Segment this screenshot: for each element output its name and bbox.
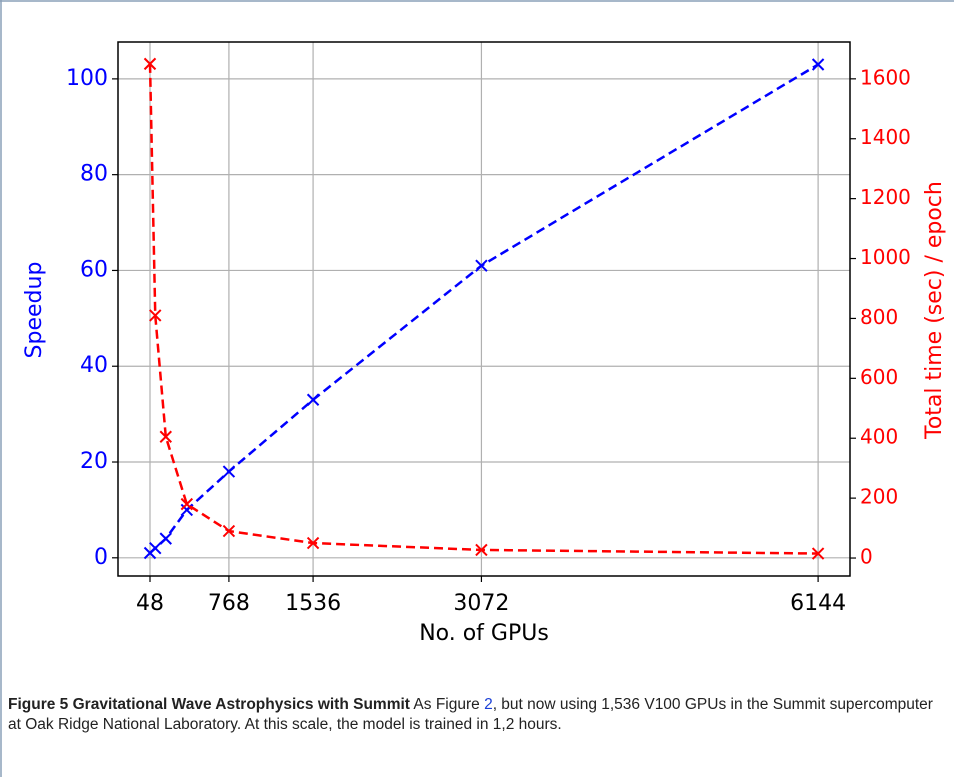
x-tick-label: 6144: [790, 591, 846, 616]
y2-tick-label: 0: [860, 545, 873, 569]
y-tick-label: 40: [80, 353, 108, 378]
y2-tick-label: 1600: [860, 65, 911, 89]
data-point: [149, 542, 162, 555]
data-point: [475, 543, 488, 557]
y2-axis-label: Total time (sec) / epoch: [922, 181, 947, 440]
data-point: [475, 259, 488, 272]
caption-text: As Figure: [413, 696, 485, 713]
caption-title: Gravitational Wave Astrophysics with Sum…: [72, 696, 410, 713]
y-tick-label: 60: [80, 257, 108, 282]
x-tick-label: 768: [208, 591, 250, 616]
y-tick-label: 0: [94, 545, 108, 570]
figure-caption: Figure 5 Gravitational Wave Astrophysics…: [8, 695, 944, 735]
data-point: [222, 465, 236, 478]
y-tick-label: 100: [66, 66, 108, 91]
caption-label: Figure 5: [8, 696, 69, 713]
series-line: [149, 63, 819, 554]
caption-text: , but now using 1,536 V100 GPUs in the S…: [8, 696, 933, 733]
y2-tick-label: 1200: [860, 185, 911, 209]
figure-ref[interactable]: 2: [484, 696, 493, 713]
y2-tick-label: 400: [860, 425, 898, 449]
data-point: [159, 532, 172, 545]
y-tick-label: 20: [80, 449, 108, 474]
data-point: [222, 524, 236, 538]
y-tick-label: 80: [80, 162, 108, 187]
y2-tick-label: 1000: [860, 245, 911, 269]
y2-tick-label: 200: [860, 485, 898, 509]
data-point: [159, 430, 172, 443]
y-axis-label: Speedup: [22, 262, 47, 359]
x-tick-label: 48: [136, 591, 164, 616]
y2-tick-label: 800: [860, 305, 898, 329]
y2-tick-label: 1400: [860, 125, 911, 149]
data-point: [180, 497, 194, 511]
data-point: [811, 58, 825, 71]
x-tick-label: 3072: [453, 591, 509, 616]
x-axis-label: No. of GPUs: [419, 621, 549, 646]
y2-tick-label: 600: [860, 365, 898, 389]
data-point: [811, 547, 825, 560]
x-tick-label: 1536: [285, 591, 341, 616]
data-point: [306, 536, 320, 550]
data-point: [149, 309, 162, 322]
data-point: [143, 57, 157, 71]
data-point: [306, 393, 320, 406]
plot-frame: [117, 41, 851, 577]
series-line: [148, 63, 819, 555]
